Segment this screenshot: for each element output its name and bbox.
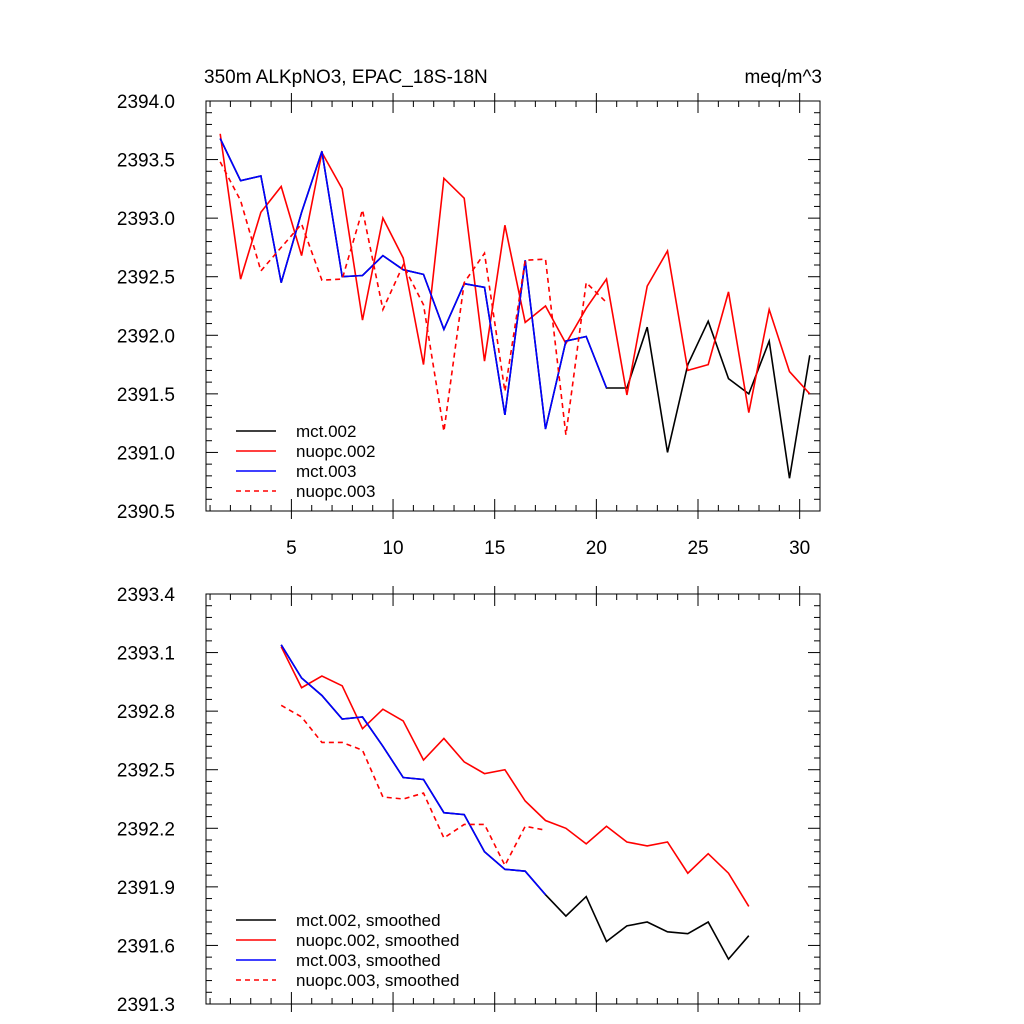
top-panel-ticks: 5 10 15 20 25 30 2390.5 2391.0 2391.5 2392.0 2392.…	[117, 92, 821, 559]
legend-label: mct.002, smoothed	[296, 911, 441, 930]
top-panel: 350m ALKpNO3, EPAC_18S-18N meq/m^3 5 10 15…	[117, 67, 822, 559]
x-tick-label: 15	[484, 538, 505, 559]
y-tick-label: 2394.0	[117, 92, 175, 113]
y-tick-label: 2392.5	[117, 761, 175, 782]
y-tick-label: 2393.5	[117, 151, 175, 172]
top-panel-series	[219, 133, 811, 479]
series-line-nuopc-002-smoothed	[280, 646, 750, 907]
bottom-panel: 2391.3 2391.6 2391.9 2392.2 2392.5 2392.8 2393…	[117, 585, 821, 1016]
legend-label: mct.003	[296, 462, 356, 481]
series-line-nuopc-002	[219, 133, 811, 413]
x-tick-label: 25	[687, 538, 708, 559]
y-tick-label: 2392.8	[117, 702, 175, 723]
legend-label: mct.002	[296, 422, 356, 441]
y-tick-label: 2391.5	[117, 385, 175, 406]
legend-label: nuopc.003	[296, 482, 375, 501]
x-tick-label: 20	[586, 538, 607, 559]
series-line-mct-003-smoothed	[280, 644, 547, 896]
series-line-mct-003	[219, 138, 608, 430]
bottom-panel-series	[280, 644, 750, 961]
y-tick-label: 2391.6	[117, 936, 175, 957]
bottom-panel-ticks: 2391.3 2391.6 2391.9 2392.2 2392.5 2392.8 2393…	[117, 585, 821, 1016]
series-line-nuopc-003	[219, 161, 608, 436]
top-panel-frame	[205, 100, 821, 512]
legend-label: nuopc.003, smoothed	[296, 971, 460, 990]
y-tick-label: 2393.0	[117, 209, 175, 230]
y-tick-label: 2393.4	[117, 585, 176, 606]
y-tick-label: 2393.1	[117, 644, 175, 665]
y-tick-label: 2392.2	[117, 819, 175, 840]
series-line-nuopc-003-smoothed	[280, 704, 546, 868]
y-tick-label: 2391.9	[117, 878, 175, 899]
y-tick-label: 2391.0	[117, 443, 175, 464]
top-panel-units: meq/m^3	[744, 67, 822, 88]
y-tick-label: 2392.0	[117, 326, 175, 347]
y-tick-label: 2390.5	[117, 502, 175, 523]
x-tick-label: 10	[382, 538, 403, 559]
bottom-panel-frame	[205, 593, 821, 1005]
top-panel-title: 350m ALKpNO3, EPAC_18S-18N	[204, 67, 488, 88]
legend-label: nuopc.002, smoothed	[296, 931, 460, 950]
legend-label: mct.003, smoothed	[296, 951, 441, 970]
y-tick-label: 2391.3	[117, 995, 175, 1016]
x-tick-label: 30	[789, 538, 810, 559]
x-tick-label: 5	[286, 538, 297, 559]
legend-label: nuopc.002	[296, 442, 375, 461]
y-tick-label: 2392.5	[117, 268, 175, 289]
